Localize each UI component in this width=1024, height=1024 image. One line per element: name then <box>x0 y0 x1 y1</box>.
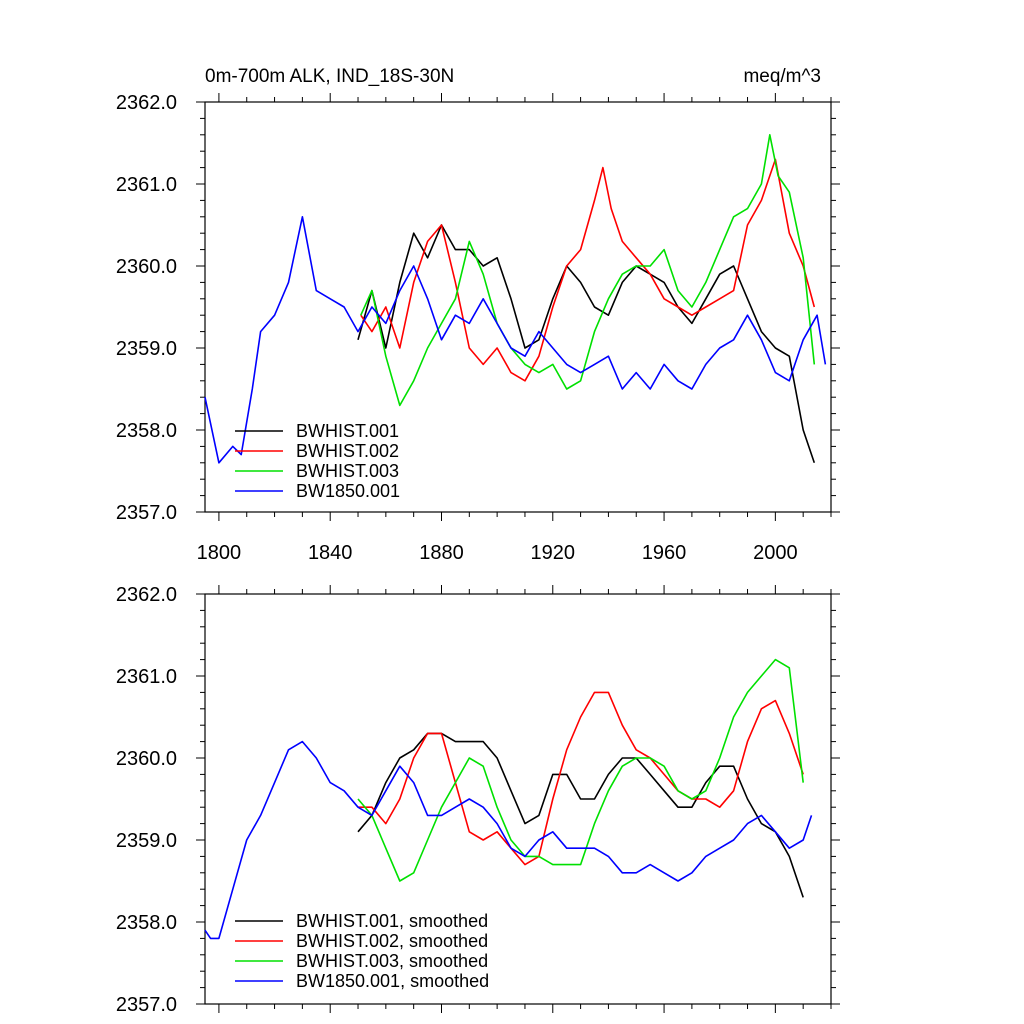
x-tick-label: 2000 <box>753 542 798 564</box>
legend-label: BWHIST.003, smoothed <box>296 951 488 971</box>
series-line-bw1850-001 <box>204 216 827 464</box>
x-tick-label: 1920 <box>531 542 576 564</box>
y-tick-label: 2362.0 <box>116 92 177 114</box>
x-tick-label: 1960 <box>642 542 687 564</box>
plot-frame <box>204 593 832 1005</box>
series-line-bw1850-001-smoothed <box>204 740 813 940</box>
x-tick-label: 1800 <box>197 542 242 564</box>
x-tick-label: 1840 <box>308 542 353 564</box>
legend-label: BW1850.001 <box>296 481 400 501</box>
legend-label: BWHIST.003 <box>296 461 399 481</box>
bottom-panel: 2357.0 2358.0 2359.0 2360.0 2361.0 2362.0 BWHI… <box>116 584 840 1016</box>
legend-label: BWHIST.002, smoothed <box>296 931 488 951</box>
series-line-bwhist-002-smoothed <box>358 691 804 866</box>
y-tick-label: 2357.0 <box>116 994 177 1016</box>
series-line-bwhist-003 <box>360 134 816 407</box>
legend-label: BWHIST.002 <box>296 441 399 461</box>
units-label: meq/m^3 <box>743 66 821 87</box>
legend-label: BWHIST.001, smoothed <box>296 911 488 931</box>
top-panel: 2357.0 2358.0 2359.0 2360.0 2361.0 2362.0 1800… <box>116 66 840 564</box>
y-tick-label: 2361.0 <box>116 666 177 688</box>
series-line-bwhist-003-smoothed <box>357 658 804 882</box>
chart-title: 0m-700m ALK, IND_18S-30N <box>205 66 454 87</box>
y-tick-label: 2360.0 <box>116 748 177 770</box>
y-tick-label: 2358.0 <box>116 912 177 934</box>
y-tick-label: 2360.0 <box>116 256 177 278</box>
y-tick-label: 2357.0 <box>116 502 177 524</box>
y-tick-label: 2359.0 <box>116 830 177 852</box>
x-tick-label: 1880 <box>419 542 464 564</box>
y-tick-label: 2359.0 <box>116 338 177 360</box>
series-line-bwhist-002 <box>360 158 816 382</box>
plot-frame <box>204 101 832 513</box>
y-tick-label: 2358.0 <box>116 420 177 442</box>
legend-label: BWHIST.001 <box>296 421 399 441</box>
series-line-bwhist-001 <box>357 224 816 464</box>
y-tick-label: 2362.0 <box>116 584 177 606</box>
y-tick-label: 2361.0 <box>116 174 177 196</box>
legend-label: BW1850.001, smoothed <box>296 971 489 991</box>
